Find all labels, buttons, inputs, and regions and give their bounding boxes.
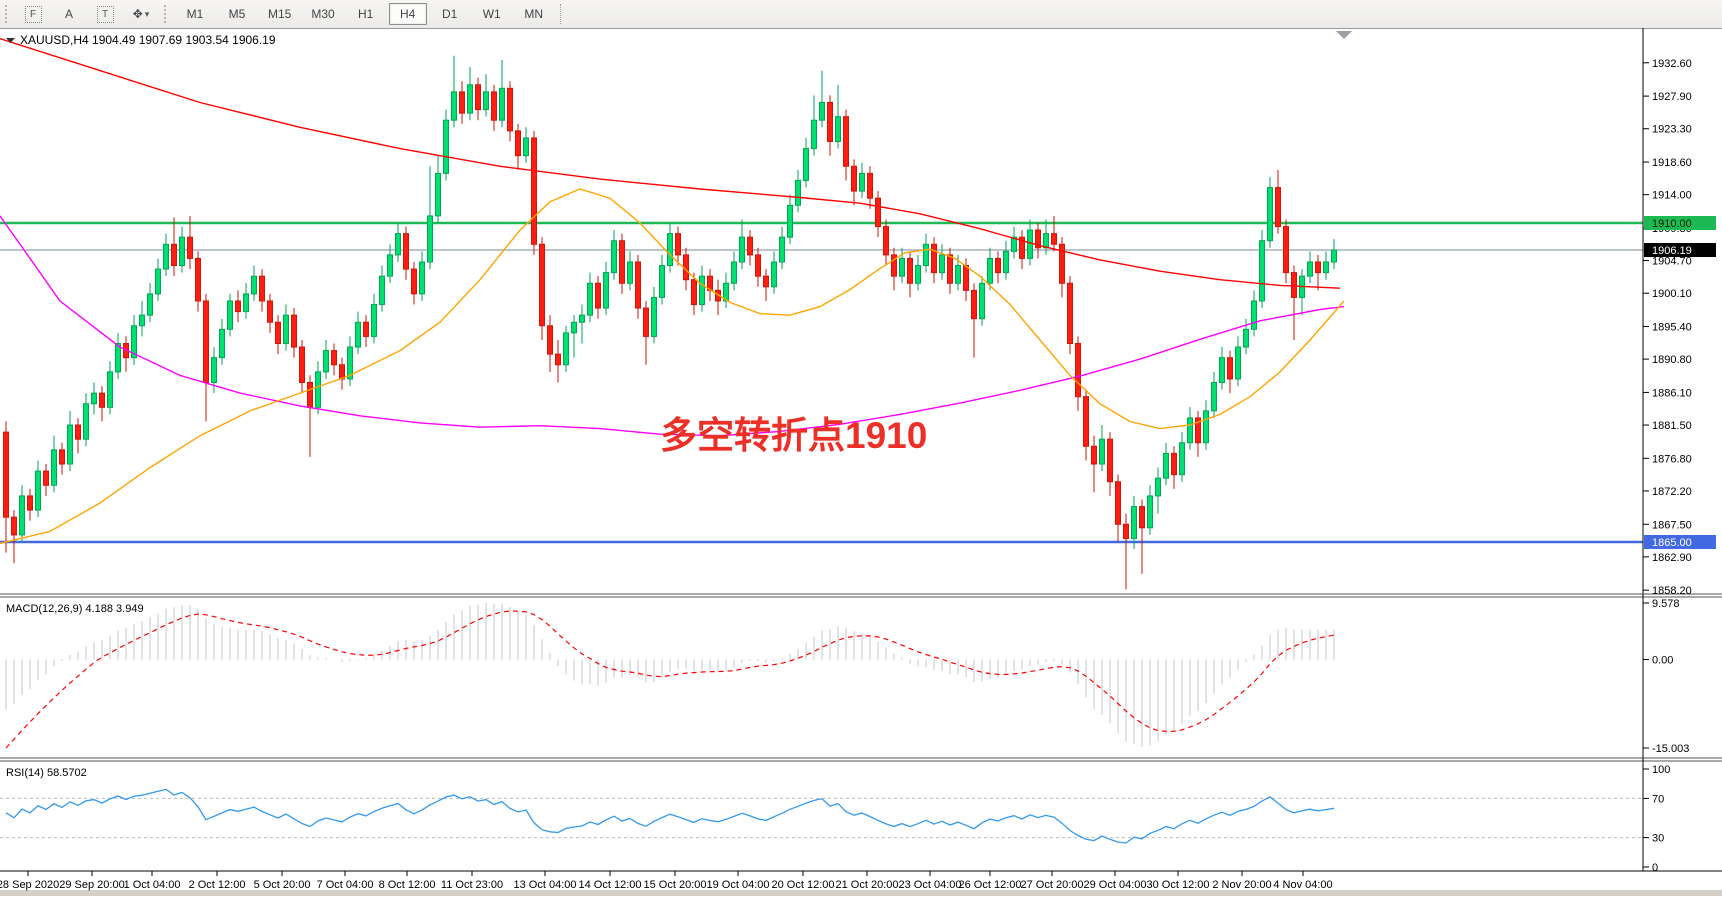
price-tick-label: 1867.50 [1652,519,1692,531]
ma-slow-line [0,38,1341,289]
chart-header: XAUUSD,H4 1904.49 1907.69 1903.54 1906.1… [6,31,1352,47]
date-tick-label: 2 Oct 12:00 [189,879,246,891]
price-tick-label: 1932.60 [1652,58,1692,70]
svg-text:1910.00: 1910.00 [1652,218,1692,230]
rsi-axis-label: 0 [1652,862,1658,874]
date-axis[interactable]: 28 Sep 2020 29 Sep 20:001 Oct 04:00 2 Oct … [0,871,1333,891]
price-axis[interactable]: 1932.601927.901923.301918.601914.001909.… [1643,58,1716,597]
date-tick-label: 11 Oct 23:00 [441,879,503,891]
annotation: 多空转折点1910 [660,415,927,456]
date-tick-label: 29 Sep 20:00 [59,879,124,891]
macd-axis-label: -15.003 [1652,743,1689,755]
date-tick-label: 2 Nov 20:00 [1212,879,1271,891]
ma-fast-line [0,188,1345,545]
timeframe-button-d1[interactable]: D1 [442,7,458,21]
price-tick-label: 1904.70 [1652,256,1692,268]
date-tick-label: 15 Oct 20:00 [644,879,707,891]
price-tick-label: 1862.90 [1652,552,1692,564]
macd-axis-label: 9.578 [1652,598,1680,610]
macd-panel[interactable]: MACD(12,26,9) 4.188 3.949 9.578 0.00 -15.00… [5,598,1689,755]
symbol-dropdown-icon [6,38,15,43]
arrows-tool-icon[interactable]: ✥ ▾ [125,2,157,26]
date-tick-label: 1 Oct 04:00 [124,879,181,891]
price-tick-label: 1900.10 [1652,288,1692,300]
date-tick-label: 29 Oct 04:00 [1084,879,1147,891]
date-tick-label: 20 Oct 12:00 [772,879,835,891]
chart-template-icon[interactable]: F [17,2,49,26]
price-tick-label: 1872.20 [1652,486,1692,498]
chart-canvas[interactable]: 多空转折点1910 XAUUSD,H4 1904.49 1907.69 1903.… [0,28,1722,896]
rsi-label: RSI(14) 58.5702 [6,767,87,779]
price-tick-label: 1858.20 [1652,585,1692,597]
text-tool-icon[interactable]: A [64,7,73,21]
rsi-axis-label: 100 [1652,764,1670,776]
date-tick-label: 23 Oct 04:00 [899,879,962,891]
annotation-text: 多空转折点1910 [660,415,927,456]
dropdown-caret-icon: ▾ [144,8,150,19]
toolbar-separator [559,4,561,24]
date-tick-label: 27 Oct 20:00 [1021,879,1084,891]
price-tick-label: 1881.50 [1652,420,1692,432]
date-tick-label: 4 Nov 04:00 [1273,879,1332,891]
date-tick-label: 5 Oct 20:00 [254,879,311,891]
macd-signal-line [5,610,1335,749]
date-tick-label: 30 Oct 12:00 [1147,879,1210,891]
candlestick-series[interactable] [3,55,1337,590]
timeframe-grip[interactable] [163,4,168,24]
macd-label: MACD(12,26,9) 4.188 3.949 [6,603,144,615]
date-tick-label: 8 Oct 12:00 [379,879,436,891]
ma-medium-line [0,215,1345,437]
timeframe-button-mn[interactable]: MN [524,7,544,21]
rsi-axis-label: 70 [1652,793,1664,805]
price-tick-label: 1886.10 [1652,387,1692,399]
timeframe-button-w1[interactable]: W1 [482,7,501,21]
price-tick-label: 1923.30 [1652,124,1692,136]
toolbar-grip[interactable] [4,4,9,24]
panel-frames [0,28,1722,896]
resistance-price-badge [1644,216,1716,230]
timeframe-button-m30[interactable]: M30 [311,7,335,21]
timeframe-bar: M1 M5 M15 M30 H1 H4 D1 W1 MN [174,3,555,25]
level-lines [0,221,1643,544]
toolbar: F A T ✥ ▾ M1 M5 M15 M30 H1 H4 D1 W1 MN [0,0,1722,29]
date-tick-label: 19 Oct 04:00 [707,879,770,891]
text-label-icon[interactable]: T [89,2,121,26]
symbol-ohlc-label: XAUUSD,H4 1904.49 1907.69 1903.54 1906.1… [20,33,276,47]
date-tick-label: 13 Oct 04:00 [514,879,577,891]
support-price-badge [1644,534,1716,549]
date-tick-label: 28 Sep 2020 [0,879,59,891]
date-tick-label: 7 Oct 04:00 [317,879,374,891]
price-tick-label: 1914.00 [1652,190,1692,202]
chart-window[interactable]: 多空转折点1910 XAUUSD,H4 1904.49 1907.69 1903.… [0,28,1722,896]
current-price-badge [1644,243,1716,258]
date-tick-label: 14 Oct 12:00 [579,879,642,891]
bottom-strip [0,890,1722,896]
timeframe-button-h1[interactable]: H1 [358,7,374,21]
date-tick-label: 21 Oct 20:00 [836,879,899,891]
t-box-icon: T [96,5,114,23]
timeframe-button-m15[interactable]: M15 [268,7,292,21]
price-tick-label: 1927.90 [1652,91,1692,103]
svg-text:1906.19: 1906.19 [1652,245,1692,257]
macd-axis-label: 0.00 [1652,655,1673,667]
price-tick-label: 1918.60 [1652,157,1692,169]
price-tick-label: 1876.80 [1652,453,1692,465]
diamond-arrows-icon: ✥ [132,7,143,21]
moving-averages [0,38,1345,545]
timeframe-button-m5[interactable]: M5 [228,7,246,21]
grid-f-icon: F [24,5,42,23]
chart-shift-icon [1336,31,1352,39]
rsi-line [5,788,1335,844]
timeframe-button-h4[interactable]: H4 [388,3,427,25]
svg-text:1865.00: 1865.00 [1652,537,1692,549]
price-tick-label: 1890.80 [1652,354,1692,366]
rsi-axis-label: 30 [1652,833,1664,845]
rsi-panel[interactable]: RSI(14) 58.5702 100 70 30 0 [0,764,1670,874]
price-tick-label: 1895.40 [1652,321,1692,333]
date-tick-label: 26 Oct 12:00 [959,879,1022,891]
timeframe-button-m1[interactable]: M1 [186,7,204,21]
